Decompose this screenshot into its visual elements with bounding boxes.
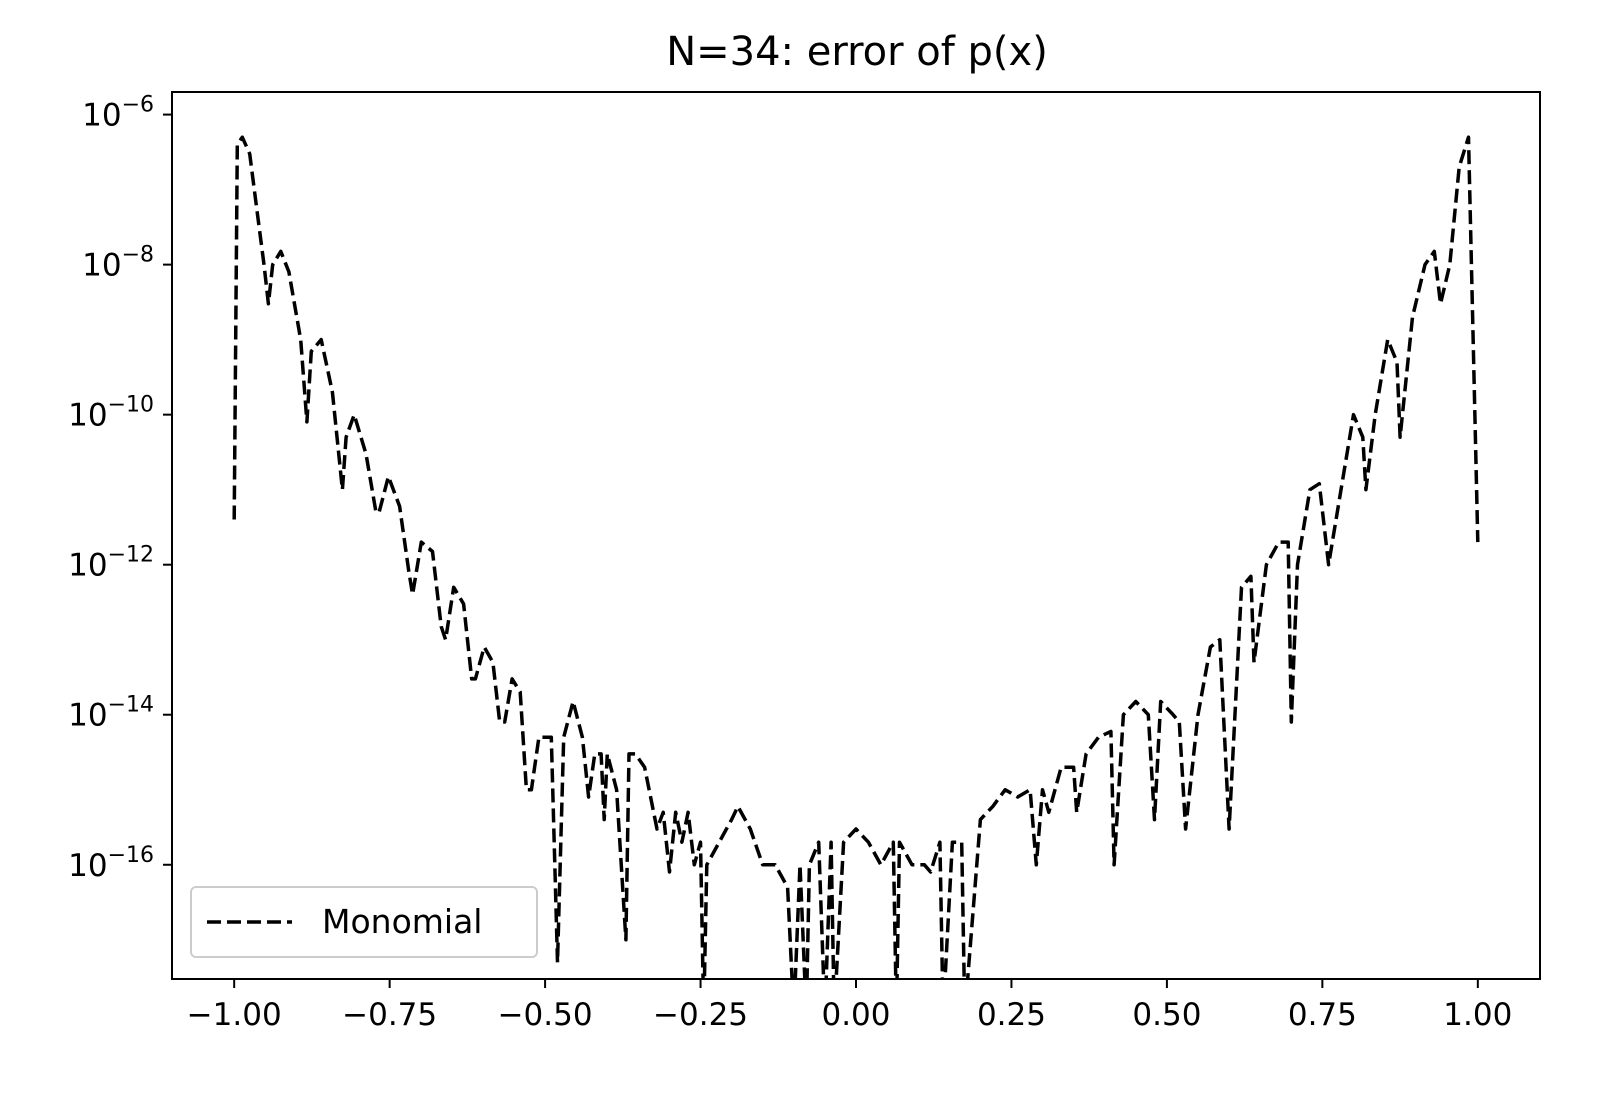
x-tick-label: −0.75 xyxy=(342,997,437,1033)
x-tick-label: 0.75 xyxy=(1288,997,1357,1033)
y-tick-label: 10−6 xyxy=(82,93,154,134)
y-tick-label: 10−10 xyxy=(68,393,154,434)
chart-title: N=34: error of p(x) xyxy=(666,29,1048,75)
x-tick-label: −0.50 xyxy=(498,997,593,1033)
y-tick-label: 10−16 xyxy=(68,843,154,884)
x-tick-label: 0.50 xyxy=(1132,997,1201,1033)
x-axis: −1.00 −0.75 −0.50 −0.25 0.00 0.25 0.50 0.75 1.00 xyxy=(187,979,1512,1033)
x-tick-label: 0.25 xyxy=(977,997,1046,1033)
series-layer xyxy=(232,135,1480,979)
y-axis: 10−16 10−14 10−12 10−10 10−8 10−6 xyxy=(68,93,172,884)
x-tick-label: −0.25 xyxy=(653,997,748,1033)
x-tick-label: 1.00 xyxy=(1443,997,1512,1033)
x-tick-label: −1.00 xyxy=(187,997,282,1033)
y-tick-label: 10−8 xyxy=(82,243,154,284)
series-line-monomial xyxy=(232,135,1480,979)
y-tick-label: 10−12 xyxy=(68,543,154,584)
x-tick-label: 0.00 xyxy=(821,997,890,1033)
legend-label-monomial: Monomial xyxy=(322,902,482,941)
legend: Monomial xyxy=(190,886,538,958)
y-tick-label: 10−14 xyxy=(68,693,154,734)
legend-box xyxy=(190,886,538,958)
